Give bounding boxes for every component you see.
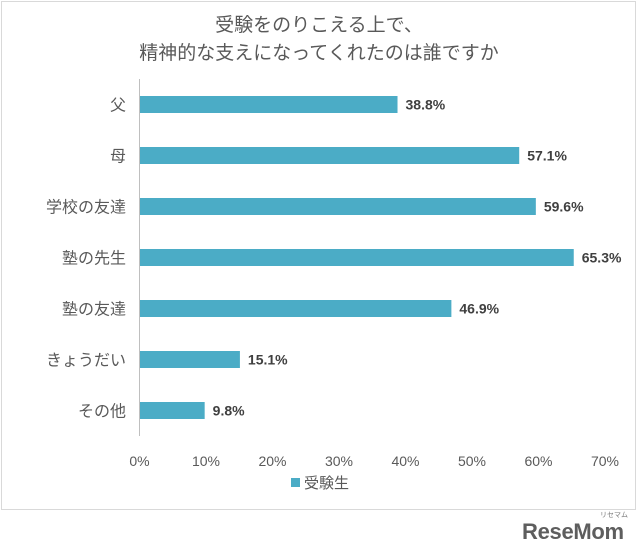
data-label-7: 9.8% (213, 403, 245, 419)
data-label-6: 15.1% (248, 352, 288, 368)
x-tick-label-7: 60% (524, 453, 552, 469)
data-label-2: 57.1% (527, 148, 567, 164)
category-label-6: きょうだい (46, 352, 126, 370)
bar-6 (139, 351, 240, 368)
logo-kana: リセマム (600, 512, 628, 519)
x-tick-label-2: 10% (192, 453, 220, 469)
x-tick-label-6: 50% (458, 453, 486, 469)
chart-title-line-2: 精神的な支えになってくれたのは誰ですか (139, 42, 498, 64)
category-label-5: 塾の友達 (62, 300, 126, 319)
bar-1 (139, 96, 398, 113)
bar-2 (139, 147, 520, 164)
x-tick-label-8: 70% (591, 453, 619, 469)
resemom-logo: リセマム ReseMom (522, 511, 630, 546)
legend-label: 受験生 (304, 475, 349, 492)
x-tick-label-1: 0% (129, 453, 149, 469)
x-tick-label-4: 30% (325, 453, 353, 469)
category-label-7: その他 (78, 403, 126, 421)
data-labels: 38.8% 57.1% 59.6% 65.3% 46.9% 15.1% 9.8% (213, 97, 622, 419)
legend: 受験生 (291, 475, 349, 492)
x-axis-tick-labels: 0% 10% 20% 30% 40% 50% 60% 70% (129, 453, 619, 469)
category-label-2: 母 (110, 149, 126, 166)
data-label-5: 46.9% (459, 301, 499, 317)
bar-group (139, 96, 574, 419)
bar-5 (139, 300, 452, 317)
category-label-1: 父 (110, 98, 126, 115)
bar-4 (139, 249, 574, 266)
data-label-3: 59.6% (544, 199, 584, 215)
bar-3 (139, 198, 536, 215)
bar-7 (139, 402, 205, 419)
data-label-1: 38.8% (406, 97, 446, 113)
category-label-3: 学校の友達 (46, 199, 126, 217)
legend-marker (291, 478, 300, 487)
category-label-4: 塾の先生 (62, 249, 126, 268)
data-label-4: 65.3% (582, 250, 622, 266)
logo-text: ReseMom (522, 519, 624, 544)
bar-chart: 受験をのりこえる上で、 精神的な支えになってくれたのは誰ですか 父母学校の友達塾… (1, 1, 636, 510)
x-tick-label-5: 40% (391, 453, 419, 469)
chart-title-line-1: 受験をのりこえる上で、 (215, 14, 423, 36)
x-tick-label-3: 20% (258, 453, 286, 469)
